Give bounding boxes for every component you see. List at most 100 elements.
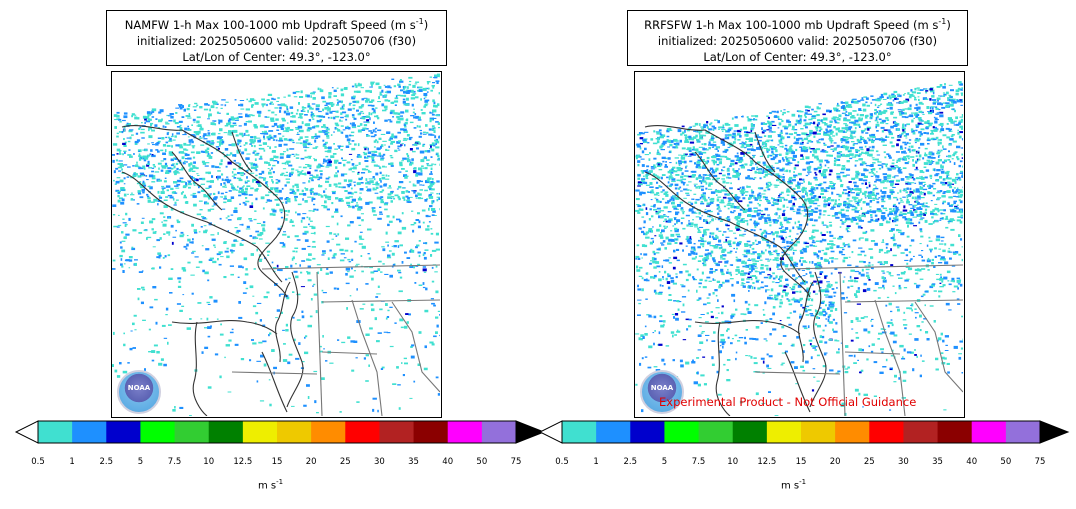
updraft-cell [255, 197, 258, 201]
updraft-cell [237, 172, 241, 175]
updraft-cell [151, 108, 157, 112]
updraft-cell [335, 128, 339, 130]
updraft-cell [308, 156, 311, 159]
updraft-cell [203, 194, 206, 196]
updraft-cell [766, 139, 771, 141]
updraft-cell [341, 100, 343, 104]
updraft-cell [361, 168, 366, 171]
updraft-cell [745, 138, 750, 140]
updraft-cell [418, 331, 422, 334]
updraft-cell [179, 127, 183, 130]
updraft-cell [891, 162, 895, 165]
updraft-cell [224, 148, 229, 151]
updraft-cell [228, 144, 232, 146]
updraft-cell [854, 270, 860, 273]
updraft-cell [250, 187, 254, 190]
updraft-cell [939, 277, 944, 281]
updraft-cell [846, 226, 850, 229]
updraft-cell [213, 299, 218, 303]
updraft-cell [159, 196, 163, 199]
updraft-cell [304, 149, 307, 152]
updraft-cell [252, 342, 257, 345]
updraft-cell [881, 270, 885, 272]
updraft-cell [674, 229, 679, 233]
updraft-cell [380, 144, 384, 148]
updraft-cell [364, 168, 369, 171]
updraft-cell [686, 224, 689, 227]
updraft-cell [900, 232, 905, 236]
updraft-cell [786, 240, 789, 244]
updraft-cell [852, 110, 857, 112]
updraft-cell [710, 315, 714, 319]
updraft-cell [868, 261, 871, 264]
updraft-cell [693, 183, 698, 185]
updraft-cell [856, 320, 862, 322]
updraft-cell [377, 409, 379, 413]
updraft-cell [688, 209, 693, 212]
updraft-cell [408, 181, 412, 183]
updraft-cell [805, 174, 809, 177]
updraft-cell [168, 151, 173, 155]
updraft-cell [196, 104, 199, 107]
updraft-cell [661, 156, 666, 159]
updraft-cell [869, 191, 873, 193]
updraft-cell [226, 122, 231, 126]
updraft-cell [336, 125, 339, 127]
updraft-cell [423, 242, 427, 244]
updraft-cell [817, 166, 822, 170]
updraft-cell [375, 186, 379, 189]
updraft-cell [215, 196, 217, 199]
updraft-cell [792, 226, 795, 230]
updraft-cell [250, 166, 255, 169]
updraft-cell [644, 154, 650, 156]
updraft-cell [708, 128, 713, 131]
updraft-cell [319, 345, 322, 348]
updraft-cell [642, 139, 644, 142]
updraft-cell [871, 99, 876, 101]
updraft-cell [775, 154, 778, 158]
updraft-cell [712, 278, 715, 281]
updraft-cell [261, 170, 265, 174]
updraft-cell [352, 205, 355, 209]
updraft-cell [151, 167, 155, 169]
updraft-cell [245, 114, 250, 118]
updraft-cell [281, 172, 285, 175]
updraft-cell [147, 199, 151, 203]
updraft-cell [241, 186, 244, 189]
updraft-cell [152, 286, 157, 289]
updraft-cell [817, 132, 821, 135]
updraft-cell [151, 267, 155, 270]
updraft-cell [432, 85, 435, 89]
updraft-cell [175, 112, 178, 114]
updraft-cell [133, 172, 136, 176]
updraft-cell [377, 285, 380, 288]
updraft-cell [801, 195, 805, 198]
updraft-cell [871, 139, 875, 142]
updraft-cell [300, 271, 303, 274]
updraft-cell [841, 184, 844, 186]
updraft-cell [738, 168, 740, 170]
updraft-cell [186, 115, 191, 117]
updraft-cell [264, 126, 269, 128]
updraft-cell [354, 191, 358, 194]
map-area: NOAA [111, 71, 442, 418]
updraft-cell [346, 271, 350, 273]
updraft-cell [299, 173, 304, 175]
updraft-cell [374, 317, 377, 321]
updraft-cell [295, 211, 297, 214]
updraft-cell [210, 234, 215, 236]
updraft-cell [637, 156, 642, 158]
updraft-cell [852, 143, 855, 147]
updraft-cell [351, 267, 353, 270]
updraft-cell [376, 196, 380, 200]
updraft-cell [324, 126, 327, 129]
updraft-cell [148, 328, 151, 331]
updraft-cell [698, 165, 702, 169]
updraft-cell [209, 185, 212, 188]
updraft-cell [388, 99, 391, 102]
updraft-cell [275, 118, 279, 121]
updraft-cell [298, 139, 301, 141]
updraft-cell [878, 287, 883, 289]
updraft-cell [638, 275, 643, 277]
updraft-cell [641, 257, 643, 259]
